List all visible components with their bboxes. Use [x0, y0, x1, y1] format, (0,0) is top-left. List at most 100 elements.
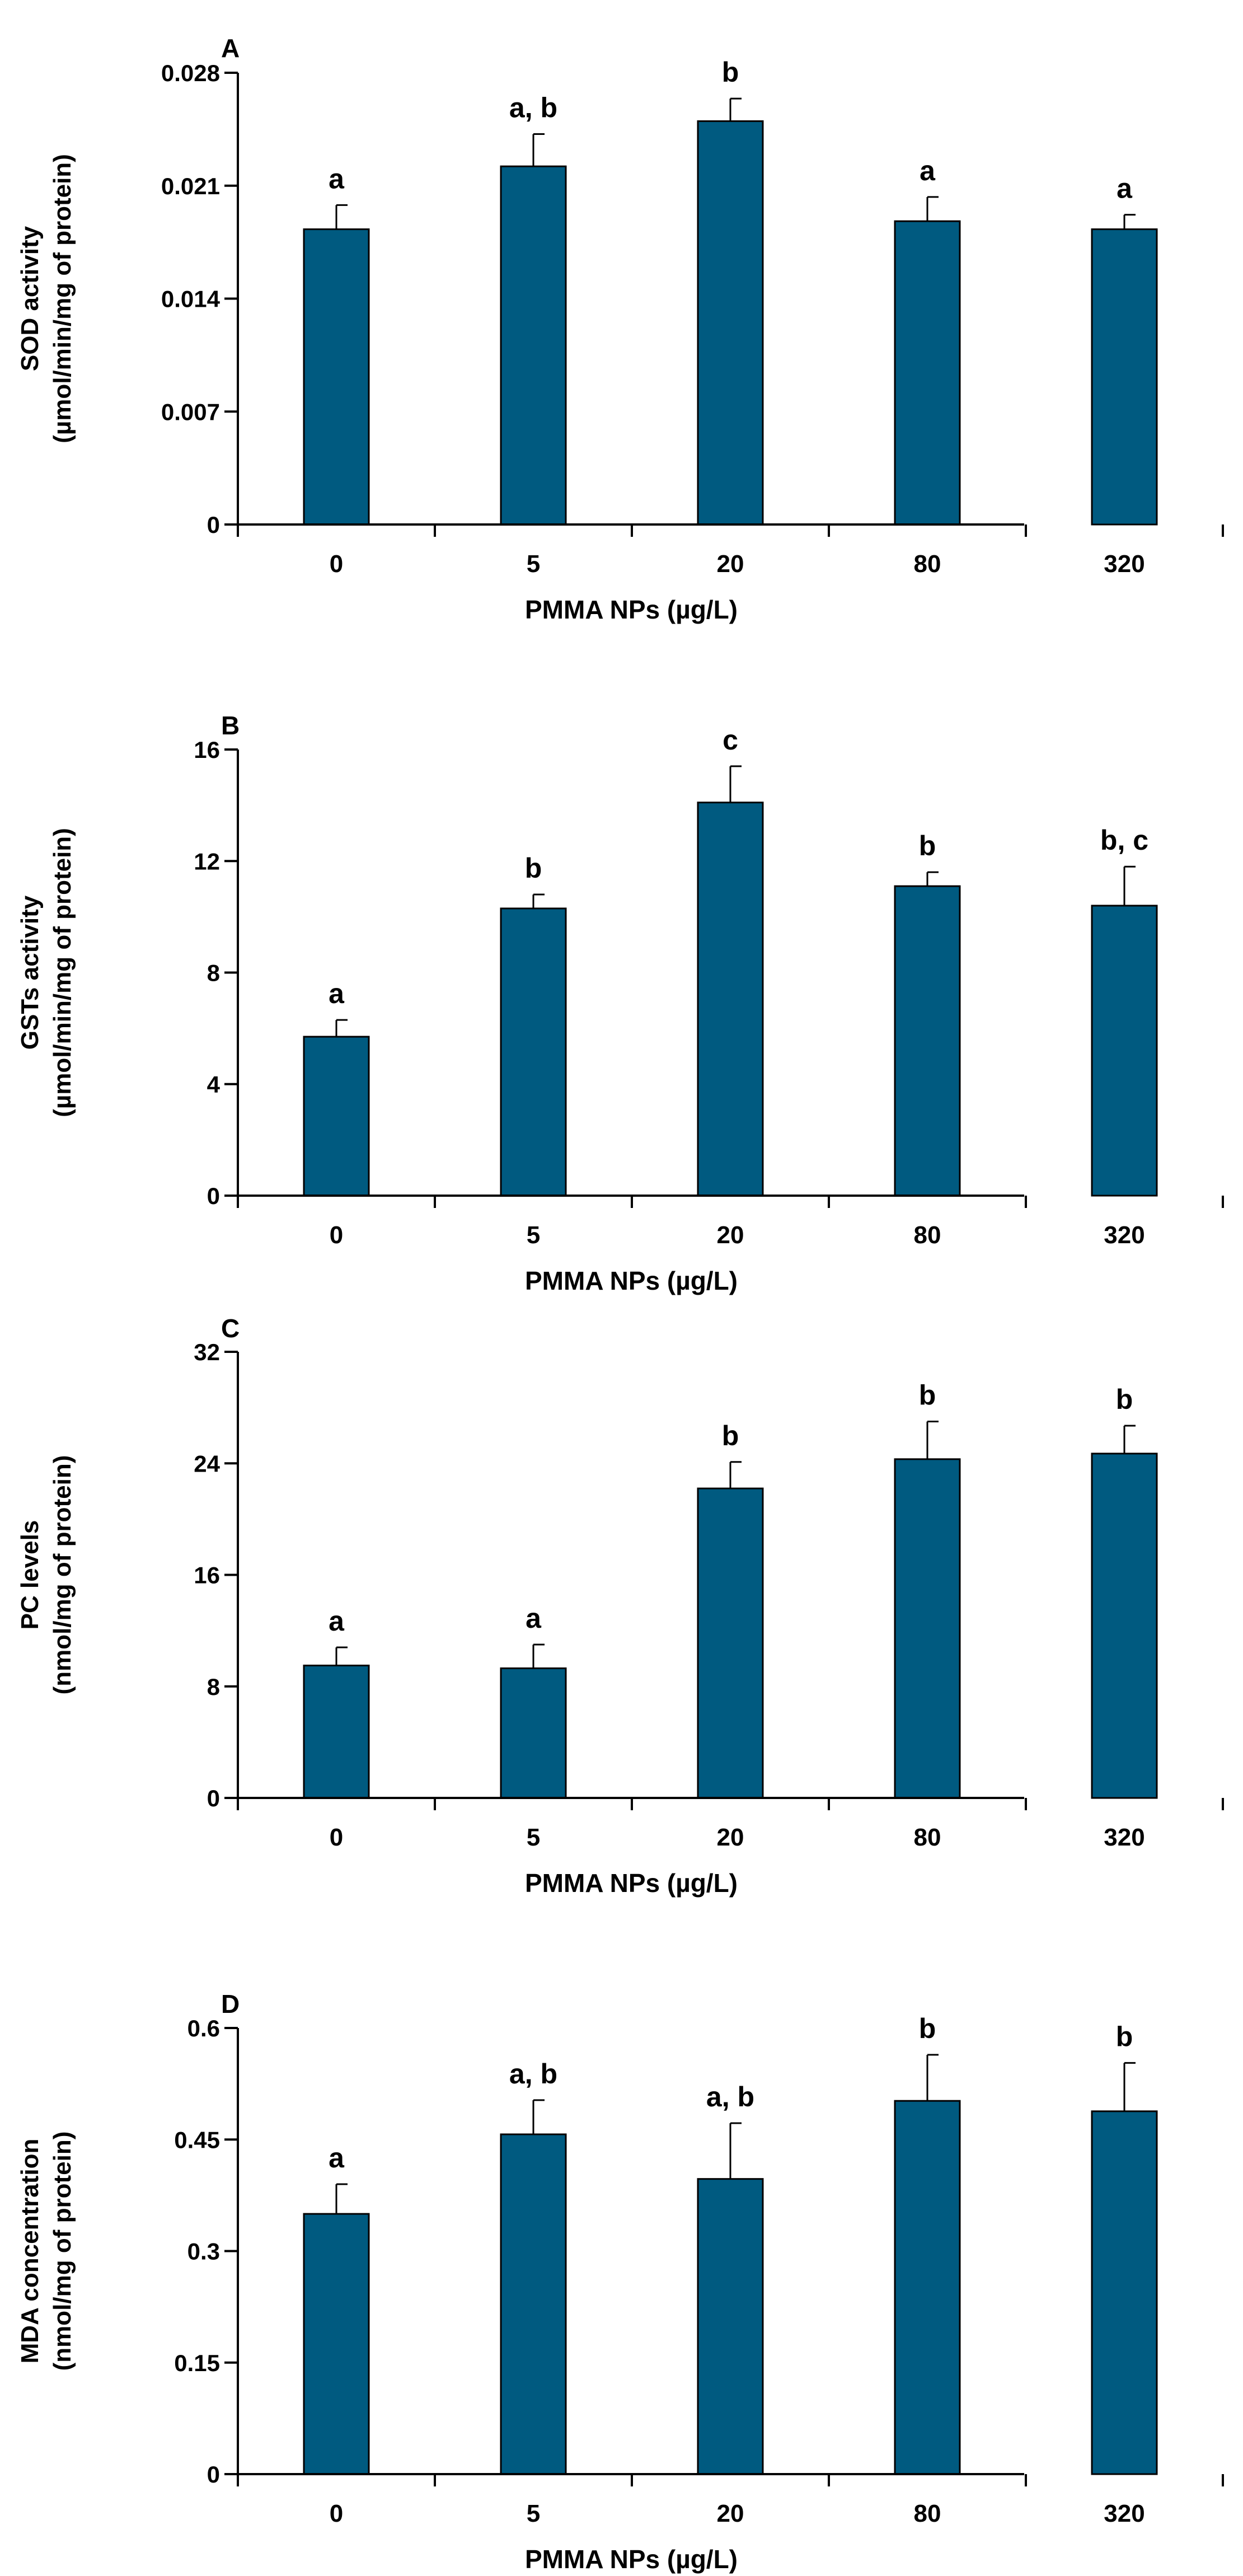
bar	[1091, 1453, 1158, 1799]
y-axis-title: SOD activity	[16, 226, 44, 371]
x-axis-title: PMMA NPs (µg/L)	[525, 2545, 738, 2574]
y-tick-label: 16	[194, 1562, 220, 1589]
y-tick-label: 16	[194, 737, 220, 763]
significance-label: c	[723, 724, 738, 756]
bar	[697, 120, 764, 526]
bar	[303, 1036, 370, 1197]
y-axis-subtitle: (nmol/mg of protein)	[49, 2132, 76, 2371]
x-tick-label: 0	[330, 1824, 343, 1851]
x-tick-label: 5	[527, 550, 540, 578]
x-tick-label: 5	[527, 2500, 540, 2527]
y-tick-label: 4	[207, 1071, 221, 1098]
x-axis-title: PMMA NPs (µg/L)	[525, 595, 738, 624]
y-tick-label: 0.028	[161, 60, 220, 86]
chart-panel-a: Aa a, b b a a 0 0.007 0.014 0.021 0.028 0 5 20 80 320 P…	[16, 34, 1224, 624]
x-tick-label: 5	[527, 1824, 540, 1851]
bar	[697, 802, 764, 1197]
x-tick-label: 320	[1104, 1824, 1145, 1851]
x-tick-label: 80	[914, 2500, 941, 2527]
bar	[894, 885, 961, 1197]
chart-panel-d: Da a, b a, b b b 0 0.15 0.3 0.45 0.6 0 5 20 80 320 PMMA…	[16, 1989, 1224, 2574]
y-axis-title: PC levels	[16, 1520, 44, 1630]
bar	[1091, 228, 1158, 526]
panel-letter: C	[221, 1314, 240, 1343]
y-axis-subtitle: (µmol/min/mg of protein)	[49, 828, 76, 1117]
bar	[303, 1664, 370, 1799]
y-tick-label: 0.3	[187, 2238, 220, 2265]
x-tick-label: 20	[717, 550, 744, 578]
x-tick-label: 5	[527, 1221, 540, 1249]
y-tick-label: 0.6	[187, 2015, 220, 2041]
significance-label: a, b	[509, 92, 557, 124]
y-tick-label: 0.15	[174, 2350, 220, 2376]
y-tick-label: 0.021	[161, 173, 220, 199]
panel-letter: B	[221, 711, 240, 740]
bar	[1091, 2110, 1158, 2475]
y-tick-label: 0	[207, 1183, 220, 1209]
y-tick-label: 24	[194, 1450, 220, 1477]
panel-letter: D	[221, 1989, 240, 2018]
y-tick-label: 8	[207, 960, 220, 986]
x-tick-label: 320	[1104, 550, 1145, 578]
significance-label: b	[722, 57, 739, 88]
significance-label: a, b	[509, 2058, 557, 2090]
chart-panel-b: Ba b c b b, c 0 4 8 12 16 0 5 20 80 320 PMMA NPs (µg/L)…	[16, 711, 1224, 1295]
x-tick-label: 80	[914, 550, 941, 578]
y-axis-title: MDA concentration	[16, 2139, 44, 2364]
y-axis-title: GSTs activity	[16, 895, 44, 1050]
significance-label: a	[526, 1603, 542, 1634]
significance-label: b, c	[1100, 825, 1148, 856]
x-tick-label: 80	[914, 1824, 941, 1851]
bar	[500, 165, 567, 526]
bar	[697, 1487, 764, 1799]
significance-label: a	[329, 163, 345, 194]
y-tick-label: 12	[194, 848, 220, 874]
significance-label: a	[329, 2142, 345, 2174]
significance-label: b	[1116, 2021, 1133, 2052]
significance-label: b	[919, 2013, 936, 2044]
bar	[303, 2213, 370, 2475]
y-tick-label: 0.45	[174, 2127, 220, 2153]
significance-label: a, b	[706, 2081, 754, 2113]
x-tick-label: 20	[717, 2500, 744, 2527]
bar	[894, 1458, 961, 1799]
significance-label: a	[329, 978, 345, 1009]
x-tick-label: 20	[717, 1221, 744, 1249]
x-tick-label: 320	[1104, 1221, 1145, 1249]
significance-label: a	[920, 155, 936, 186]
x-tick-label: 0	[330, 550, 343, 578]
significance-label: b	[919, 830, 936, 861]
y-tick-label: 0.014	[161, 286, 221, 312]
y-axis-subtitle: (µmol/min/mg of protein)	[49, 154, 76, 443]
y-tick-label: 8	[207, 1674, 220, 1700]
bar	[303, 228, 370, 526]
bar	[894, 220, 961, 526]
x-tick-label: 0	[330, 1221, 343, 1249]
significance-label: b	[525, 853, 542, 884]
bar	[697, 2178, 764, 2475]
bar	[500, 1667, 567, 1799]
bar	[500, 907, 567, 1197]
x-tick-label: 80	[914, 1221, 941, 1249]
bar	[1091, 905, 1158, 1197]
significance-label: b	[722, 1420, 739, 1451]
x-axis-title: PMMA NPs (µg/L)	[525, 1868, 738, 1898]
panel-letter: A	[221, 34, 240, 63]
significance-label: b	[1116, 1384, 1133, 1415]
y-tick-label: 0.007	[161, 399, 220, 425]
significance-label: a	[1117, 173, 1133, 204]
x-axis-title: PMMA NPs (µg/L)	[525, 1266, 738, 1295]
bar	[894, 2100, 961, 2475]
y-axis-subtitle: (nmol/mg of protein)	[49, 1455, 76, 1695]
x-tick-label: 320	[1104, 2500, 1145, 2527]
significance-label: b	[919, 1380, 936, 1411]
y-tick-label: 0	[207, 512, 220, 538]
y-tick-label: 0	[207, 1785, 220, 1811]
x-tick-label: 20	[717, 1824, 744, 1851]
bar	[500, 2133, 567, 2475]
y-tick-label: 32	[194, 1339, 220, 1365]
y-tick-label: 0	[207, 2461, 220, 2488]
x-tick-label: 0	[330, 2500, 343, 2527]
